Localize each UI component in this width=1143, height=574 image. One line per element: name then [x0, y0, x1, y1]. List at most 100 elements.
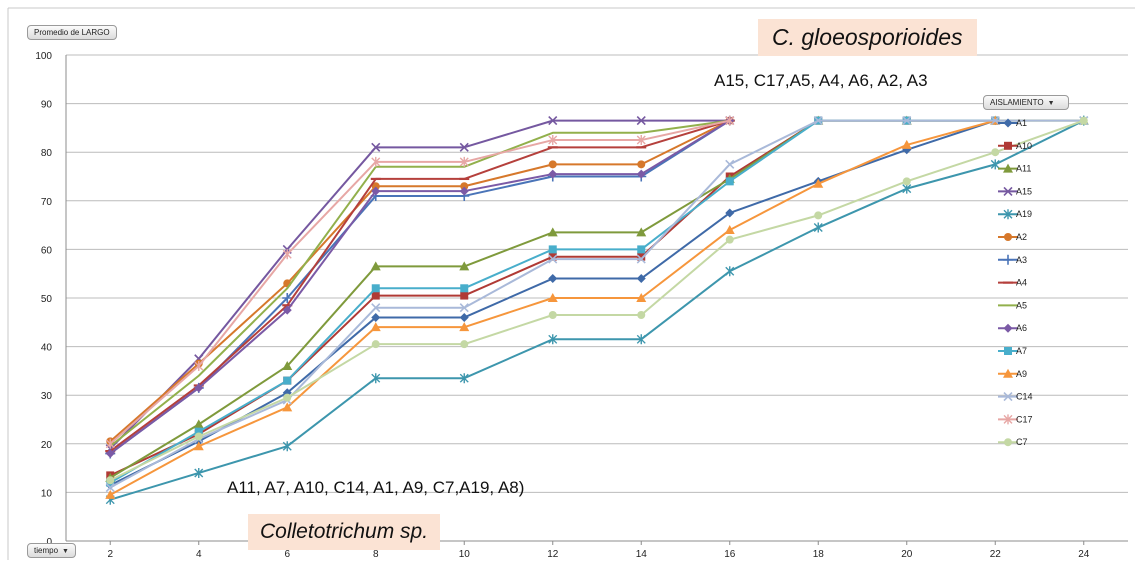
- data-point: [637, 252, 646, 261]
- data-point: [1004, 233, 1012, 241]
- top-isolates-label: A15, C17,A5, A4, A6, A2, A3: [714, 71, 928, 90]
- legend-entry-a19[interactable]: A19: [998, 209, 1032, 220]
- data-point: [1079, 116, 1088, 125]
- y-tick-label: 40: [41, 343, 53, 354]
- legend-entry-c7[interactable]: C7: [998, 437, 1028, 447]
- data-point: [724, 224, 735, 234]
- data-point: [636, 293, 647, 302]
- data-point: [813, 178, 824, 188]
- legend-entry-a5[interactable]: A5: [998, 300, 1027, 310]
- data-point: [459, 322, 470, 332]
- data-point: [1004, 347, 1012, 355]
- data-point: [548, 245, 557, 254]
- data-point: [460, 182, 469, 191]
- data-point: [459, 303, 469, 313]
- data-point: [636, 254, 646, 264]
- axis-field-dropdown[interactable]: tiempo ▼: [27, 543, 76, 558]
- series-line: [109, 119, 730, 450]
- legend-entry-c17[interactable]: C17: [998, 414, 1033, 425]
- series-c7: [106, 116, 1088, 485]
- y-tick-label: 50: [41, 294, 53, 305]
- data-point: [459, 261, 470, 271]
- data-point: [371, 303, 381, 313]
- data-point: [459, 312, 469, 322]
- x-tick-label: 14: [636, 549, 648, 560]
- x-tick-label: 20: [901, 549, 913, 560]
- series-line: [109, 119, 731, 455]
- data-point: [371, 156, 381, 167]
- legend-label: A5: [1016, 300, 1027, 310]
- bottom-isolates-label: A11, A7, A10, C14, A1, A9, C7,A19, A8): [227, 478, 525, 497]
- legend-entry-c14[interactable]: C14: [998, 392, 1033, 402]
- data-point: [194, 467, 204, 478]
- data-point: [813, 116, 823, 126]
- legend-entry-a4[interactable]: A4: [998, 278, 1027, 288]
- data-point: [1003, 209, 1013, 220]
- data-point: [548, 169, 558, 179]
- legend-entry-a6[interactable]: A6: [998, 323, 1027, 333]
- series-field-dropdown[interactable]: AISLAMIENTO ▼: [983, 95, 1069, 110]
- data-point: [902, 116, 912, 126]
- data-point: [459, 156, 469, 167]
- series-line: [109, 119, 731, 452]
- series-line: [109, 119, 1085, 482]
- legend-entry-a7[interactable]: A7: [998, 346, 1027, 356]
- data-point: [1004, 141, 1012, 150]
- data-point: [990, 159, 1000, 170]
- legend-entry-a11[interactable]: A11: [998, 163, 1031, 174]
- legend-entry-a2[interactable]: A2: [998, 232, 1027, 242]
- data-point: [547, 227, 558, 237]
- data-point: [1003, 323, 1013, 333]
- legend-label: A1: [1016, 118, 1027, 128]
- data-point: [282, 305, 292, 315]
- data-point: [548, 252, 557, 261]
- legend-entry-a10[interactable]: A10: [998, 141, 1032, 151]
- legend-label: A11: [1016, 164, 1031, 174]
- data-point: [725, 266, 735, 277]
- data-point: [371, 291, 380, 300]
- y-tick-label: 80: [41, 148, 53, 159]
- data-point: [637, 245, 646, 254]
- y-tick-label: 100: [35, 51, 52, 62]
- data-point: [371, 312, 381, 322]
- series-c17: [105, 115, 735, 449]
- data-point: [283, 393, 292, 402]
- x-tick-label: 18: [813, 549, 825, 560]
- legend-entry-a3[interactable]: A3: [998, 255, 1027, 265]
- y-tick-label: 20: [41, 440, 53, 451]
- legend-entry-a1[interactable]: A1: [998, 118, 1027, 128]
- data-point: [636, 274, 646, 284]
- axis-field-label: tiempo: [34, 546, 59, 555]
- x-tick-label: 24: [1078, 549, 1090, 560]
- data-point: [105, 449, 115, 459]
- data-point: [637, 311, 646, 320]
- chevron-down-icon: ▼: [1047, 100, 1055, 107]
- chevron-down-icon: ▼: [62, 548, 69, 555]
- data-point: [106, 476, 115, 485]
- value-field-label: Promedio de LARGO: [34, 28, 110, 37]
- data-point: [548, 116, 558, 126]
- legend-label: A15: [1016, 186, 1032, 196]
- data-point: [194, 427, 203, 436]
- data-point: [902, 177, 911, 186]
- data-point: [813, 222, 823, 233]
- series-line: [109, 119, 730, 448]
- data-point: [901, 139, 912, 149]
- data-point: [725, 159, 735, 169]
- data-point: [725, 115, 735, 126]
- data-point: [991, 148, 1000, 157]
- data-point: [193, 441, 204, 451]
- data-point: [725, 235, 734, 244]
- legend-label: C7: [1016, 437, 1028, 447]
- value-field-button[interactable]: Promedio de LARGO: [27, 25, 117, 40]
- series-line: [109, 119, 1085, 501]
- data-point: [547, 293, 558, 302]
- x-tick-label: 6: [284, 549, 290, 560]
- legend-entry-a9[interactable]: A9: [998, 368, 1027, 379]
- y-tick-label: 0: [46, 537, 52, 548]
- legend-label: A10: [1016, 141, 1032, 151]
- data-point: [814, 211, 823, 220]
- legend-entry-a15[interactable]: A15: [998, 186, 1032, 196]
